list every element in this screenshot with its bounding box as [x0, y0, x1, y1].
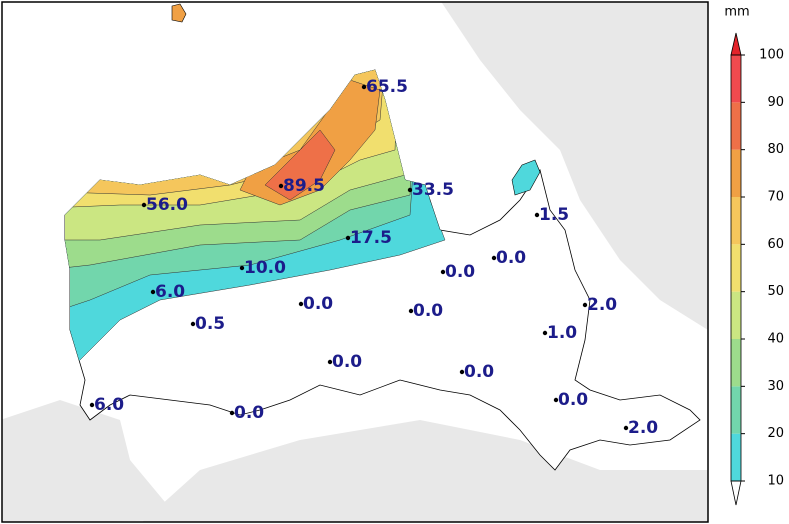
unit-label: mm — [724, 5, 749, 20]
station-value: 0.0 — [496, 248, 526, 268]
station-dot — [361, 84, 367, 90]
station-dot — [345, 235, 351, 241]
station-dot — [491, 255, 497, 261]
station-value: 65.5 — [366, 77, 408, 97]
station-dot — [623, 425, 629, 431]
neighbor-land — [142, 420, 708, 522]
station-dot — [89, 402, 95, 408]
station-dot — [327, 359, 333, 365]
station-value: 33.5 — [412, 180, 454, 200]
colorbar-band — [731, 244, 741, 292]
station-value: 0.0 — [332, 352, 362, 372]
station-dot — [534, 212, 540, 218]
station-dot — [408, 308, 414, 314]
station-value: 56.0 — [146, 195, 188, 215]
colorbar-band — [731, 386, 741, 434]
station-dot — [150, 289, 156, 295]
station-dot — [239, 265, 245, 271]
colorbar-band — [731, 149, 741, 197]
station-dot — [542, 330, 548, 336]
station-value: 0.0 — [413, 301, 443, 321]
station-value: 1.0 — [547, 323, 577, 343]
map-frame — [1, 1, 709, 523]
station-value: 2.0 — [628, 418, 658, 438]
colorbar-band — [731, 102, 741, 150]
colorbar-tick-label: 60 — [767, 237, 784, 252]
rain-band — [264, 129, 336, 201]
colorbar-over — [730, 32, 742, 56]
colorbar: 10 20 30 40 50 60 70 80 90 100 — [730, 32, 784, 506]
colorbar-frame — [730, 54, 742, 482]
station-value: 17.5 — [350, 228, 392, 248]
station-value: 0.0 — [445, 262, 475, 282]
station-value: 89.5 — [283, 176, 325, 196]
colorbar-band — [731, 291, 741, 339]
station-dot — [440, 269, 446, 275]
map-area: 65.589.5 33.556.017.510.01.50.00.06.00.0 2… — [2, 2, 708, 522]
station-value: 1.5 — [539, 205, 569, 225]
colorbar-band — [731, 55, 741, 103]
station-value: 2.0 — [587, 295, 617, 315]
colorbar-under — [730, 480, 742, 506]
colorbar-tick-label: 30 — [767, 379, 784, 394]
station-dot — [553, 397, 559, 403]
colorbar-tick-label: 100 — [759, 48, 784, 63]
station-value: 10.0 — [244, 258, 286, 278]
station-value: 0.0 — [464, 362, 494, 382]
station-dot — [278, 183, 284, 189]
station-dot — [459, 369, 465, 375]
colorbar-tick-label: 10 — [767, 474, 784, 489]
colorbar-tick-label: 50 — [767, 284, 784, 299]
station-value: 6.0 — [155, 282, 185, 302]
colorbar-band — [731, 339, 741, 387]
colorbar-tick-label: 20 — [767, 426, 784, 441]
station-value: 0.0 — [303, 294, 333, 314]
prefecture — [64, 69, 701, 471]
station-value: 0.0 — [558, 390, 588, 410]
station-dot — [407, 187, 413, 193]
station-value: 0.5 — [195, 314, 225, 334]
neighbor-land — [441, 2, 708, 330]
colorbar-tick-label: 90 — [767, 95, 784, 110]
neighbor-land — [2, 400, 180, 522]
colorbar-band — [731, 433, 741, 481]
colorbar-tick-label: 40 — [767, 332, 784, 347]
stations: 65.589.5 33.556.017.510.01.50.00.06.00.0 2… — [89, 77, 658, 438]
colorbar-tick-label: 70 — [767, 190, 784, 205]
colorbar-band — [731, 197, 741, 245]
station-value: 0.0 — [234, 403, 264, 423]
station-dot — [229, 410, 235, 416]
station-value: 6.0 — [94, 395, 124, 415]
station-dot — [298, 301, 304, 307]
island — [171, 3, 187, 23]
station-dot — [141, 202, 147, 208]
station-dot — [190, 321, 196, 327]
island — [511, 159, 541, 196]
colorbar-tick-label: 80 — [767, 142, 784, 157]
station-dot — [582, 302, 588, 308]
